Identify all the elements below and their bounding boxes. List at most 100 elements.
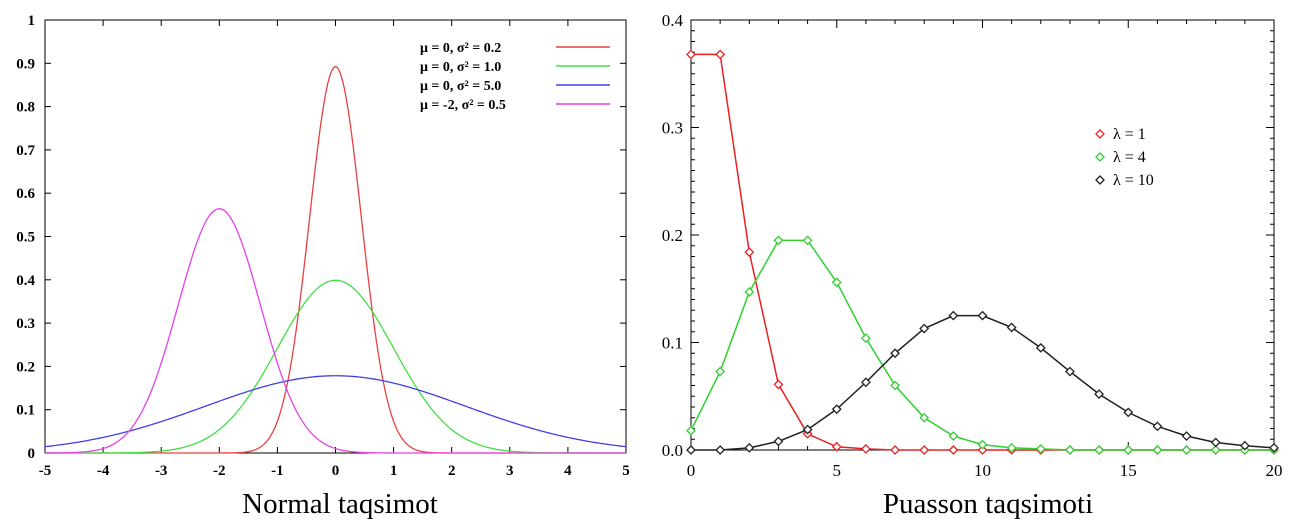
data-point — [773, 379, 784, 390]
data-point — [715, 366, 726, 377]
data-point — [802, 424, 813, 435]
data-point — [831, 404, 842, 415]
y-tick-label: 0.8 — [16, 100, 35, 116]
data-point — [890, 380, 900, 391]
legend-marker — [1095, 129, 1105, 139]
normal-distribution-panel: -5 -4 -3 -2 -1 0 1 2 3 4 5 0 0.1 0.2 0.3 0.4 0.5 0.6 0.7 0.… — [16, 13, 630, 520]
data-point — [948, 431, 959, 441]
x-tick-label: -1 — [271, 463, 284, 479]
data-point — [802, 235, 813, 246]
data-point — [919, 323, 930, 334]
data-point — [773, 235, 784, 246]
x-tick-label: -4 — [97, 463, 110, 479]
data-point — [977, 310, 988, 321]
series-line — [45, 66, 626, 454]
poisson-distribution-chart: 0 5 10 15 20 0.0 0.1 0.2 0.3 0.4 λ = 1 λ = 4 λ = 10 — [662, 11, 1283, 480]
x-tick-label: 3 — [506, 463, 514, 479]
y-tick-label: 0.3 — [662, 119, 683, 138]
legend-label: λ = 1 — [1113, 126, 1146, 143]
data-point — [860, 333, 871, 344]
data-point — [1035, 342, 1046, 353]
normal-distribution-chart: -5 -4 -3 -2 -1 0 1 2 3 4 5 0 0.1 0.2 0.3 0.4 0.5 0.6 0.7 0.… — [16, 13, 630, 479]
y-tick-label: 0.4 — [16, 273, 35, 289]
y-tick-label: 0.2 — [16, 359, 35, 375]
y-tick-label: 0.1 — [662, 334, 683, 353]
data-point — [1181, 431, 1192, 441]
data-point — [977, 439, 988, 450]
data-point — [860, 444, 871, 454]
series-line — [44, 208, 626, 454]
y-tick-label: 0.7 — [16, 143, 35, 159]
data-point — [1210, 445, 1221, 455]
data-point — [1006, 322, 1017, 333]
y-tick-label: 0.5 — [16, 230, 35, 246]
legend-label: λ = 10 — [1113, 172, 1154, 189]
data-point — [1181, 445, 1192, 455]
poisson-chart-caption: Puasson taqsimoti — [882, 488, 1094, 520]
y-tick-label: 0 — [28, 446, 36, 462]
data-point — [977, 445, 988, 455]
data-point — [1065, 445, 1075, 455]
x-tick-label: -2 — [213, 463, 226, 479]
data-point — [1239, 440, 1250, 451]
legend-marker — [1095, 152, 1105, 162]
data-point — [715, 445, 726, 455]
data-point — [890, 348, 900, 359]
y-tick-label: 0.9 — [16, 56, 35, 72]
legend-label: μ = 0, σ² = 1.0 — [420, 60, 501, 75]
data-point — [686, 425, 696, 436]
y-tick-label: 0.2 — [662, 226, 683, 245]
data-point — [948, 310, 959, 321]
data-point — [1035, 444, 1046, 454]
data-point — [744, 247, 755, 258]
data-point — [715, 49, 726, 60]
data-point — [1269, 442, 1279, 453]
x-tick-label: 0 — [332, 463, 340, 479]
data-point — [1094, 389, 1105, 400]
y-tick-label: 0.0 — [662, 441, 683, 460]
y-tick-label: 0.1 — [16, 403, 35, 419]
x-tick-label: -5 — [39, 463, 52, 479]
data-point — [919, 412, 930, 423]
data-point — [1006, 442, 1017, 453]
data-point — [1123, 445, 1134, 455]
legend-label: μ = 0, σ² = 5.0 — [420, 79, 501, 94]
x-tick-label: 10 — [974, 461, 991, 480]
legend-label: μ = 0, σ² = 0.2 — [420, 41, 501, 56]
series-line — [691, 53, 1274, 451]
data-point — [686, 445, 696, 455]
series-line — [44, 375, 627, 448]
series-line — [45, 279, 626, 454]
x-tick-label: -3 — [155, 463, 168, 479]
data-point — [1210, 437, 1221, 448]
data-point — [1065, 366, 1075, 377]
data-point — [744, 287, 755, 297]
x-tick-label: 20 — [1266, 461, 1283, 480]
x-tick-label: 4 — [564, 463, 572, 479]
y-tick-label: 0.3 — [16, 316, 35, 332]
data-point — [1123, 407, 1134, 418]
data-point — [948, 445, 959, 455]
legend-label: μ = -2, σ² = 0.5 — [420, 98, 506, 113]
y-tick-label: 0.4 — [662, 11, 684, 30]
x-tick-label: 5 — [833, 461, 842, 480]
data-point — [1152, 421, 1163, 432]
data-point — [860, 377, 871, 388]
data-point — [686, 49, 696, 60]
data-point — [1152, 445, 1163, 455]
x-tick-label: 0 — [687, 461, 696, 480]
x-tick-label: 15 — [1120, 461, 1137, 480]
legend-marker — [1095, 175, 1105, 185]
data-point — [831, 441, 842, 452]
normal-chart-caption: Normal taqsimot — [242, 488, 438, 520]
data-point — [773, 436, 784, 447]
y-tick-label: 1 — [28, 13, 36, 29]
x-tick-label: 5 — [622, 463, 630, 479]
data-point — [744, 442, 755, 453]
data-point — [1094, 445, 1105, 455]
legend-label: λ = 4 — [1113, 149, 1146, 166]
x-tick-label: 1 — [390, 463, 398, 479]
x-tick-label: 2 — [448, 463, 456, 479]
series-line — [690, 239, 1274, 451]
